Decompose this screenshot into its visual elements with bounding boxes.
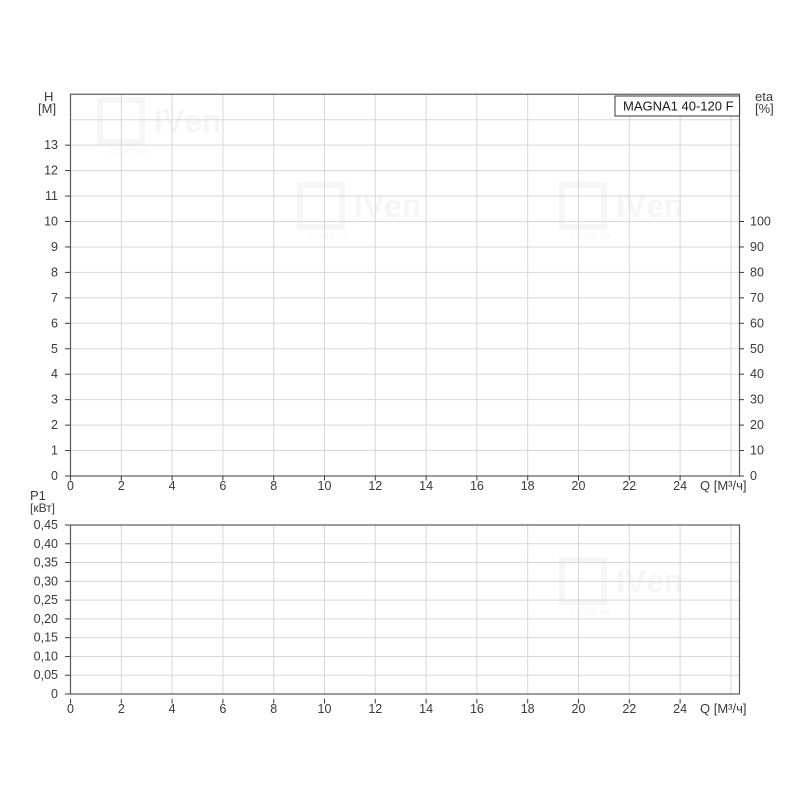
svg-text:30: 30 [750, 393, 764, 407]
svg-text:10: 10 [318, 479, 332, 493]
svg-text:20: 20 [750, 418, 764, 432]
svg-text:24: 24 [673, 479, 687, 493]
svg-text:0: 0 [51, 469, 58, 483]
svg-text:2: 2 [118, 479, 125, 493]
svg-text:s.com.ua: s.com.ua [570, 231, 611, 242]
svg-text:s.com.ua: s.com.ua [108, 146, 149, 157]
svg-text:0,05: 0,05 [34, 668, 58, 682]
svg-text:50: 50 [750, 342, 764, 356]
svg-text:0,30: 0,30 [34, 574, 58, 588]
svg-text:12: 12 [44, 164, 58, 178]
svg-text:0: 0 [67, 702, 74, 716]
svg-text:14: 14 [419, 702, 433, 716]
svg-text:80: 80 [750, 265, 764, 279]
svg-text:10: 10 [750, 444, 764, 458]
svg-text:24: 24 [673, 702, 687, 716]
svg-text:18: 18 [521, 702, 535, 716]
svg-text:16: 16 [470, 702, 484, 716]
svg-text:11: 11 [45, 189, 58, 203]
svg-text:0: 0 [750, 469, 757, 483]
svg-text:2: 2 [51, 418, 58, 432]
svg-text:5: 5 [51, 342, 58, 356]
svg-text:8: 8 [270, 702, 277, 716]
svg-text:12: 12 [368, 479, 382, 493]
svg-text:0,40: 0,40 [34, 537, 58, 551]
svg-text:0,35: 0,35 [34, 556, 58, 570]
svg-text:90: 90 [750, 240, 764, 254]
svg-text:s.com.ua: s.com.ua [570, 606, 611, 617]
svg-text:0,15: 0,15 [34, 631, 58, 645]
svg-text:0,25: 0,25 [34, 593, 58, 607]
svg-text:0: 0 [51, 687, 58, 701]
svg-text:9: 9 [51, 240, 58, 254]
svg-text:4: 4 [51, 367, 58, 381]
svg-text:10: 10 [318, 702, 332, 716]
svg-text:0,20: 0,20 [34, 612, 58, 626]
svg-text:Q [M³/ч]: Q [M³/ч] [700, 701, 747, 716]
svg-text:s.com.ua: s.com.ua [308, 231, 349, 242]
svg-text:6: 6 [51, 316, 58, 330]
svg-text:7: 7 [51, 291, 58, 305]
svg-text:13: 13 [44, 138, 58, 152]
svg-text:3: 3 [51, 393, 58, 407]
svg-text:10: 10 [44, 215, 58, 229]
svg-text:8: 8 [270, 479, 277, 493]
svg-text:20: 20 [572, 479, 586, 493]
svg-text:Q [M³/ч]: Q [M³/ч] [700, 478, 747, 493]
svg-text:22: 22 [622, 702, 636, 716]
svg-text:[%]: [%] [755, 101, 774, 116]
svg-text:MAGNA1 40-120 F: MAGNA1 40-120 F [623, 99, 734, 114]
svg-text:40: 40 [750, 367, 764, 381]
svg-text:14: 14 [419, 479, 433, 493]
svg-text:IVеп: IVеп [354, 188, 421, 224]
svg-text:100: 100 [750, 215, 771, 229]
svg-text:70: 70 [750, 291, 764, 305]
svg-text:8: 8 [51, 265, 58, 279]
svg-text:0,10: 0,10 [34, 649, 58, 663]
svg-text:60: 60 [750, 316, 764, 330]
svg-text:12: 12 [368, 702, 382, 716]
svg-text:6: 6 [219, 479, 226, 493]
svg-text:4: 4 [169, 479, 176, 493]
svg-text:20: 20 [572, 702, 586, 716]
svg-text:18: 18 [521, 479, 535, 493]
svg-text:1: 1 [51, 444, 58, 458]
svg-text:[M]: [M] [38, 101, 56, 116]
svg-text:0: 0 [67, 479, 74, 493]
svg-text:IVеп: IVеп [616, 188, 683, 224]
svg-text:4: 4 [169, 702, 176, 716]
svg-text:22: 22 [622, 479, 636, 493]
svg-text:2: 2 [118, 702, 125, 716]
svg-text:0,45: 0,45 [34, 518, 58, 532]
svg-text:[кВт]: [кВт] [30, 501, 55, 515]
svg-text:16: 16 [470, 479, 484, 493]
svg-text:IVеп: IVеп [154, 103, 221, 139]
svg-text:6: 6 [219, 702, 226, 716]
